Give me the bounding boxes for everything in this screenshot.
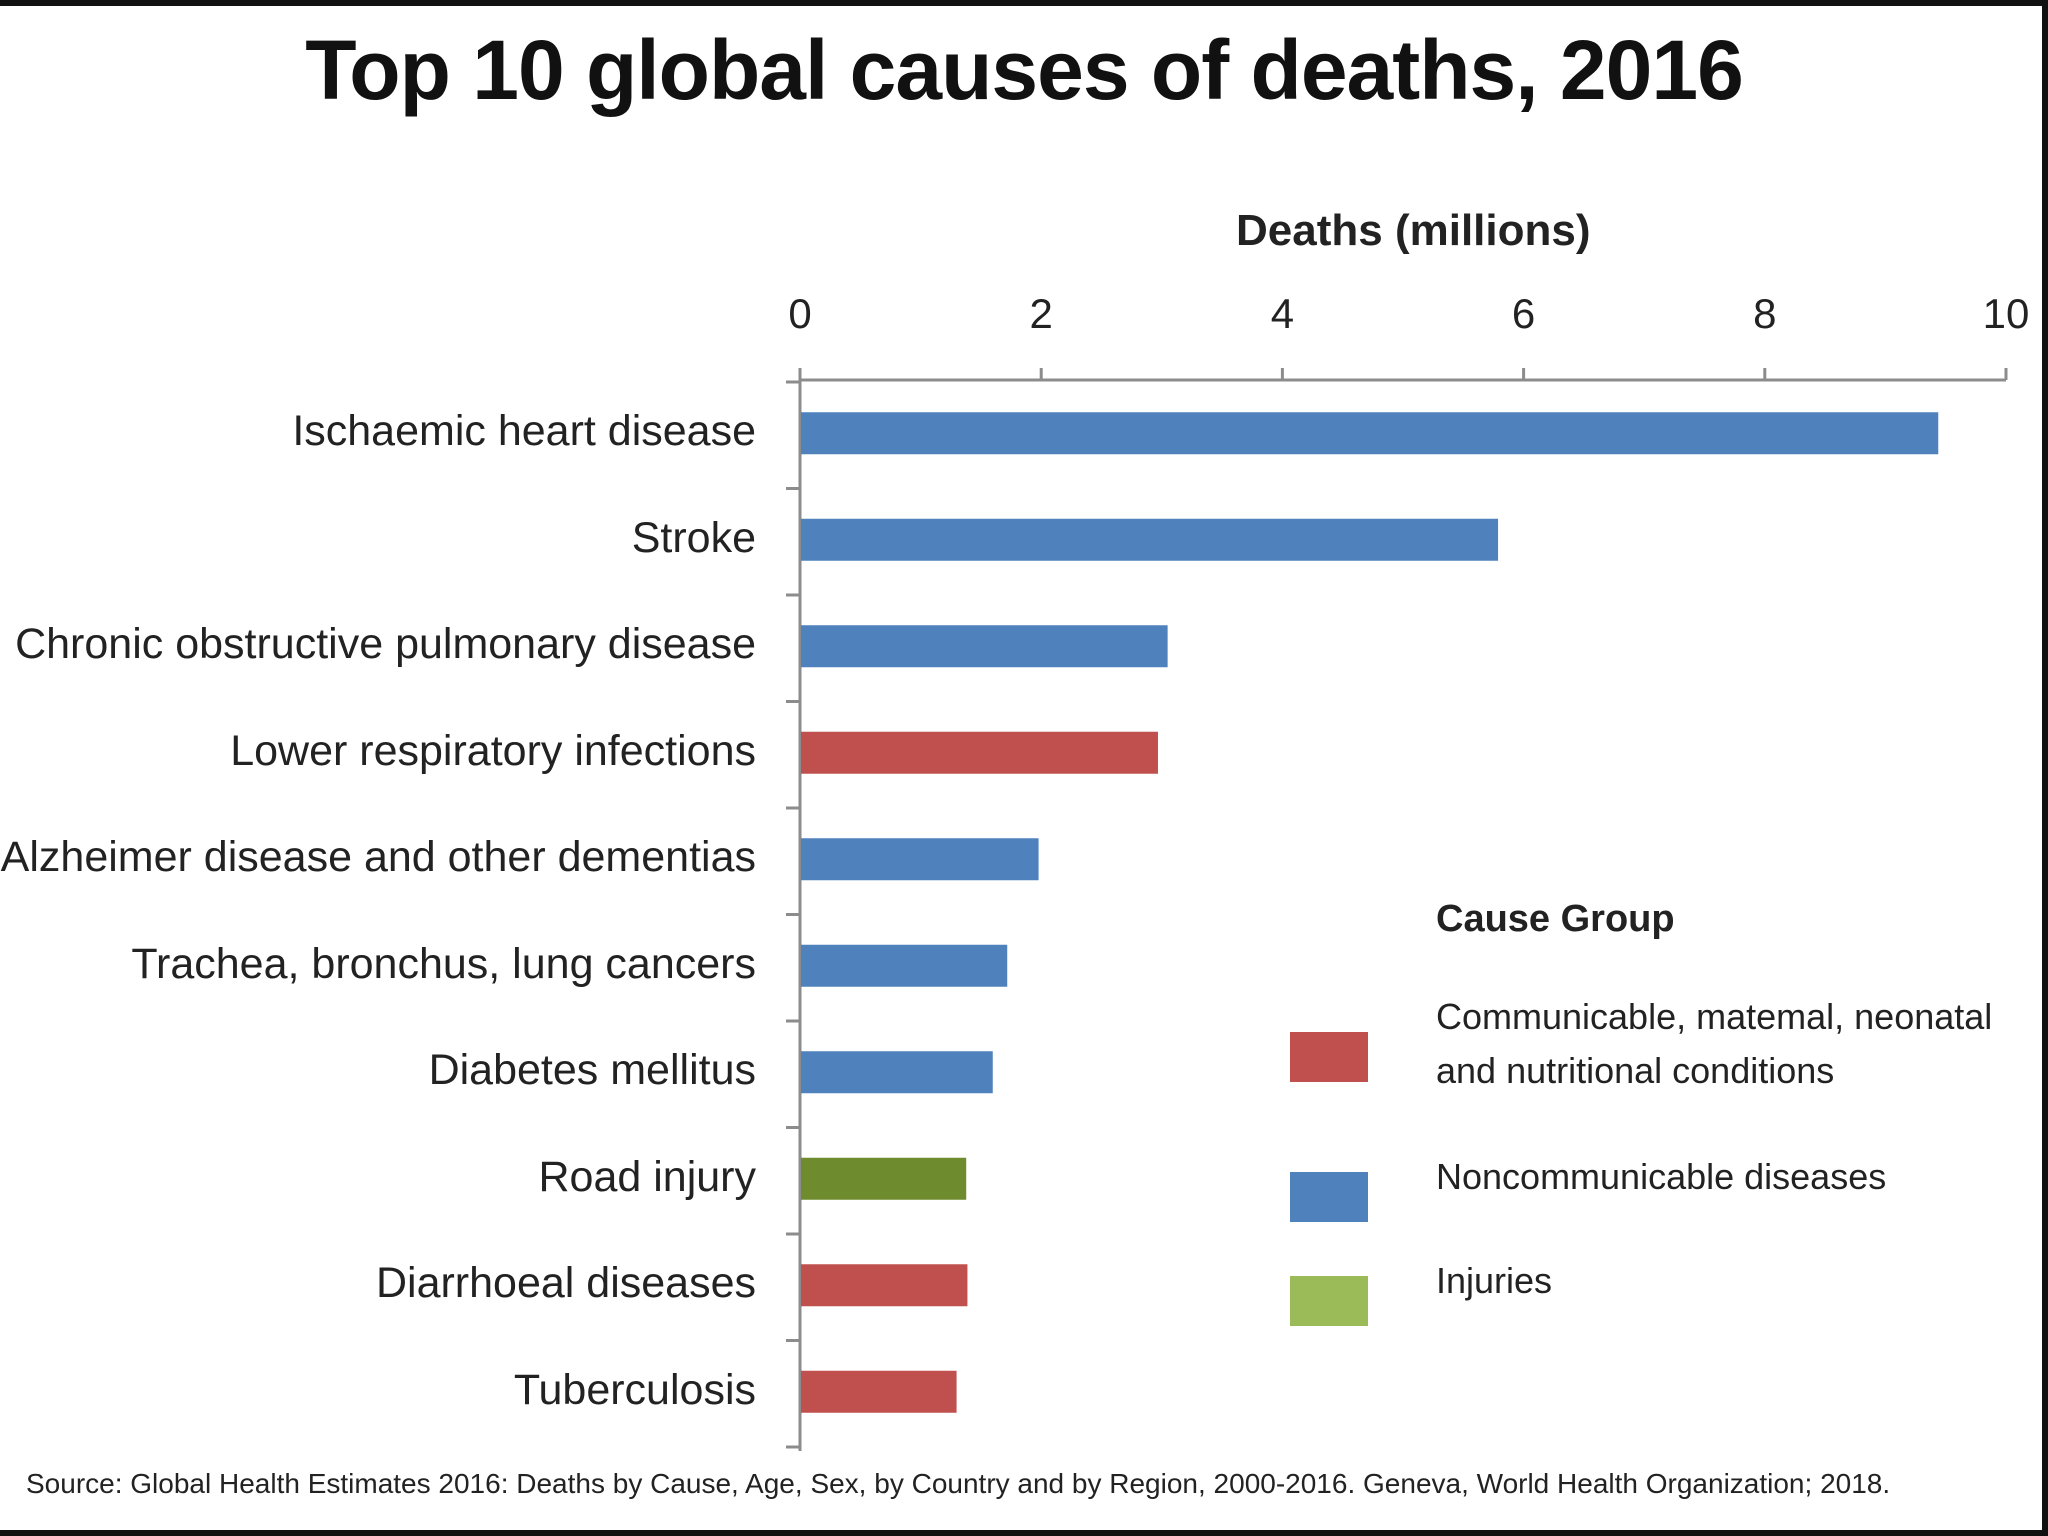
category-label: Road injury <box>538 1152 757 1201</box>
x-tick-label: 10 <box>1983 290 2030 337</box>
bar <box>801 412 1939 455</box>
bar <box>801 1264 968 1307</box>
category-label: Diabetes mellitus <box>428 1046 756 1095</box>
category-label: Tuberculosis <box>513 1365 756 1414</box>
category-label: Chronic obstructive pulmonary disease <box>15 620 756 669</box>
legend-label: Noncommunicable diseases <box>1436 1156 1887 1197</box>
legend-swatch <box>1290 1276 1368 1326</box>
x-tick-label: 6 <box>1512 290 1535 337</box>
x-tick-label: 0 <box>788 290 811 337</box>
category-label: Ischaemic heart disease <box>292 407 756 456</box>
bar <box>801 731 1158 774</box>
chart-title: Top 10 global causes of deaths, 2016 <box>305 23 1744 117</box>
x-axis-label: Deaths (millions) <box>1236 206 1591 255</box>
legend-title: Cause Group <box>1436 898 1675 940</box>
bar <box>801 1157 967 1200</box>
bar <box>801 1370 957 1413</box>
category-label: Diarrhoeal diseases <box>375 1259 756 1308</box>
x-tick-label: 8 <box>1753 290 1776 337</box>
bar <box>801 518 1499 561</box>
legend-swatch <box>1290 1172 1368 1222</box>
category-label: Alzheimer disease and other dementias <box>0 833 756 882</box>
bar <box>801 944 1008 987</box>
legend-label: Communicable, matemal, neonatal and nutr… <box>1436 996 1993 1091</box>
bar <box>801 1051 993 1094</box>
bar <box>801 625 1168 668</box>
legend-label: Injuries <box>1436 1260 1553 1301</box>
category-label: Trachea, bronchus, lung cancers <box>131 939 756 988</box>
x-tick-label: 4 <box>1271 290 1294 337</box>
source-note: Source: Global Health Estimates 2016: De… <box>26 1468 1891 1499</box>
bar <box>801 838 1039 881</box>
legend-swatch <box>1290 1032 1368 1082</box>
category-label: Lower respiratory infections <box>230 726 756 775</box>
category-label: Stroke <box>631 513 756 562</box>
x-tick-label: 2 <box>1030 290 1053 337</box>
